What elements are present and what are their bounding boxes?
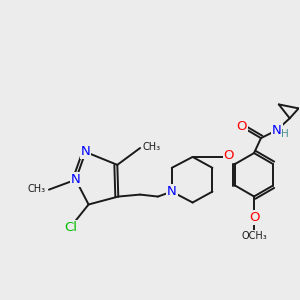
- Text: OCH₃: OCH₃: [241, 231, 267, 241]
- Text: N: N: [272, 124, 282, 137]
- Text: O: O: [224, 149, 234, 162]
- Text: N: N: [167, 185, 177, 198]
- Text: H: H: [281, 129, 289, 139]
- Text: N: N: [81, 146, 91, 158]
- Text: O: O: [236, 120, 247, 133]
- Text: O: O: [249, 211, 259, 224]
- Text: CH₃: CH₃: [142, 142, 160, 152]
- Text: Cl: Cl: [65, 221, 78, 234]
- Text: CH₃: CH₃: [28, 184, 46, 194]
- Text: N: N: [71, 173, 81, 186]
